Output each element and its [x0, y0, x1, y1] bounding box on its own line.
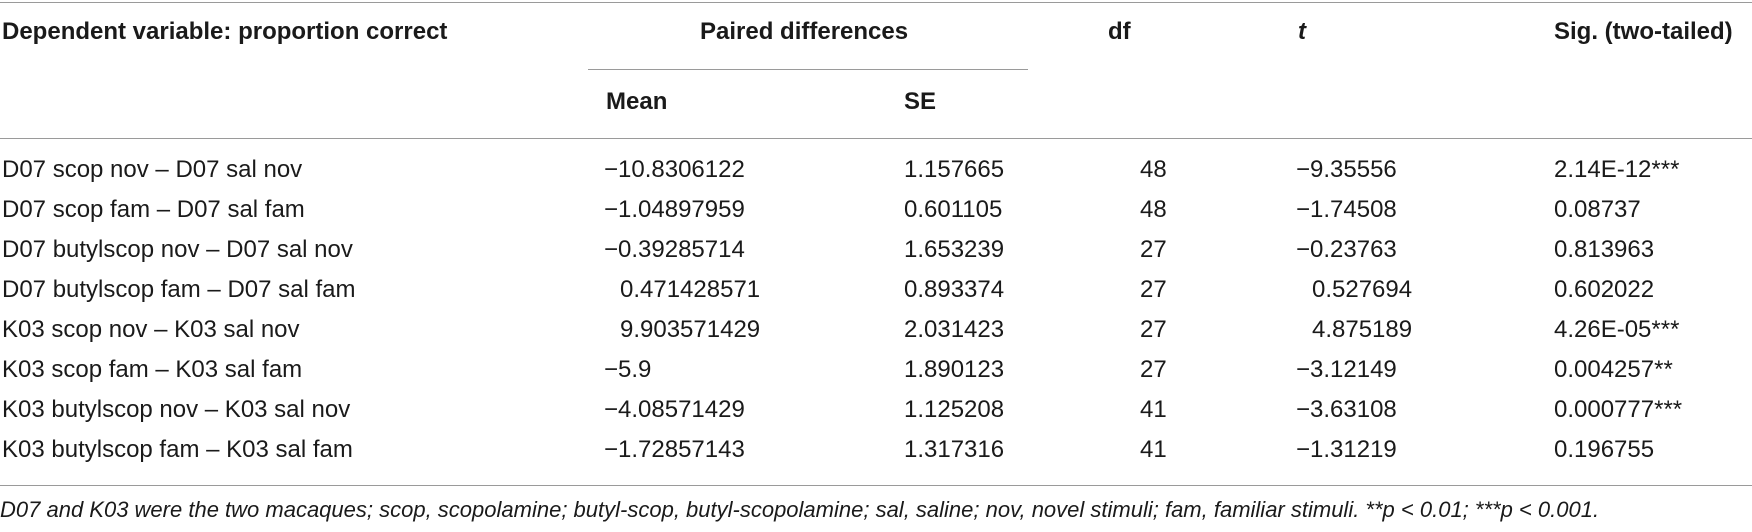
row-mean: −10.8306122 — [604, 156, 745, 183]
row-df: 48 — [1140, 156, 1167, 183]
row-t: 4.875189 — [1312, 316, 1413, 343]
row-t: −1.74508 — [1296, 196, 1397, 223]
row-sig: 0.813963 — [1554, 236, 1655, 263]
row-label: K03 butylscop nov – K03 sal nov — [2, 396, 351, 423]
header-dependent-variable: Dependent variable: proportion correct — [2, 18, 448, 45]
row-se: 1.653239 — [904, 236, 1005, 263]
row-se: 2.031423 — [904, 316, 1005, 343]
row-df: 41 — [1140, 396, 1167, 423]
header-se: SE — [904, 88, 937, 115]
row-t: −3.63108 — [1296, 396, 1397, 423]
row-t: −9.35556 — [1296, 156, 1397, 183]
row-df: 27 — [1140, 276, 1167, 303]
row-sig: 4.26E-05*** — [1554, 316, 1680, 343]
header-bottom-rule — [0, 138, 1752, 139]
row-se: 0.601105 — [904, 196, 1003, 223]
row-sig: 0.000777*** — [1554, 396, 1683, 423]
paired-differences-rule — [588, 69, 1028, 70]
header-mean: Mean — [606, 88, 668, 115]
row-t: 0.527694 — [1312, 276, 1413, 303]
header-df: df — [1108, 18, 1131, 45]
row-label: D07 butylscop fam – D07 sal fam — [2, 276, 356, 303]
row-label: K03 scop nov – K03 sal nov — [2, 316, 300, 343]
row-se: 0.893374 — [904, 276, 1005, 303]
row-sig: 0.196755 — [1554, 436, 1655, 463]
row-se: 1.125208 — [904, 396, 1005, 423]
row-t: −0.23763 — [1296, 236, 1397, 263]
row-sig: 0.08737 — [1554, 196, 1641, 223]
row-df: 48 — [1140, 196, 1167, 223]
row-df: 41 — [1140, 436, 1167, 463]
row-mean: −1.04897959 — [604, 196, 745, 223]
row-mean: −1.72857143 — [604, 436, 745, 463]
row-df: 27 — [1140, 316, 1167, 343]
row-mean: −0.39285714 — [604, 236, 745, 263]
top-rule — [0, 2, 1752, 3]
row-label: K03 scop fam – K03 sal fam — [2, 356, 303, 383]
row-mean: 9.903571429 — [620, 316, 761, 343]
row-t: −1.31219 — [1296, 436, 1397, 463]
row-se: 1.890123 — [904, 356, 1005, 383]
row-sig: 0.004257** — [1554, 356, 1673, 383]
row-label: D07 scop fam – D07 sal fam — [2, 196, 305, 223]
row-label: D07 scop nov – D07 sal nov — [2, 156, 303, 183]
body-bottom-rule — [0, 485, 1752, 486]
row-df: 27 — [1140, 356, 1167, 383]
header-paired-differences: Paired differences — [700, 18, 909, 45]
row-label: D07 butylscop nov – D07 sal nov — [2, 236, 353, 263]
table-footnote: D07 and K03 were the two macaques; scop,… — [0, 497, 1600, 522]
row-df: 27 — [1140, 236, 1167, 263]
row-se: 1.317316 — [904, 436, 1005, 463]
row-mean: −4.08571429 — [604, 396, 745, 423]
row-mean: 0.471428571 — [620, 276, 761, 303]
row-sig: 2.14E-12*** — [1554, 156, 1680, 183]
row-sig: 0.602022 — [1554, 276, 1655, 303]
row-label: K03 butylscop fam – K03 sal fam — [2, 436, 353, 463]
row-se: 1.157665 — [904, 156, 1005, 183]
header-sig: Sig. (two-tailed) — [1554, 18, 1733, 45]
header-t: t — [1298, 18, 1306, 45]
row-mean: −5.9 — [604, 356, 652, 383]
row-t: −3.12149 — [1296, 356, 1397, 383]
